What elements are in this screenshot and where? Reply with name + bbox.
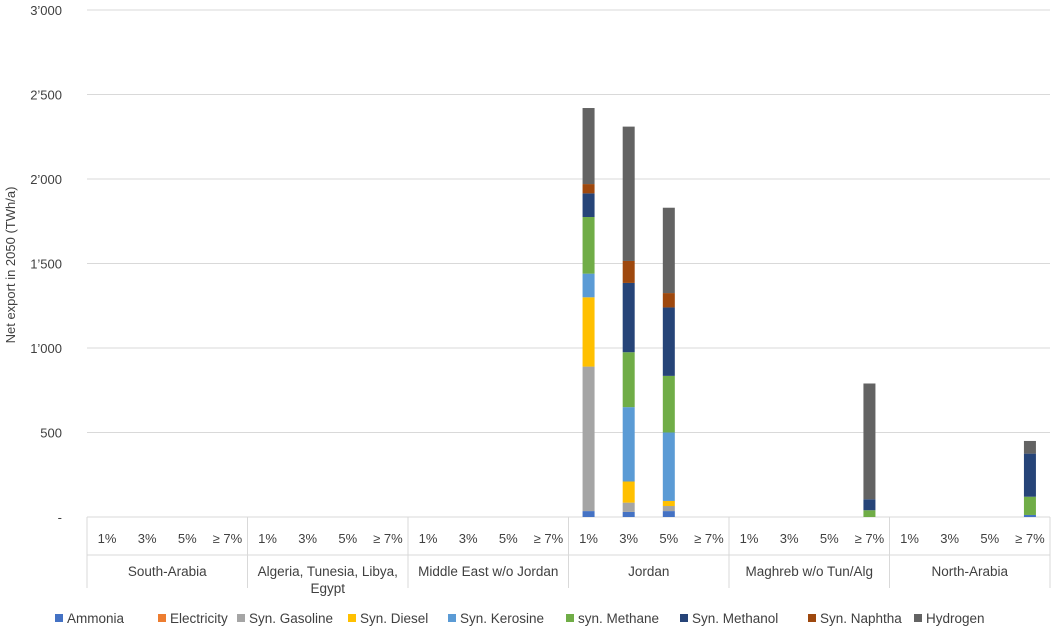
bar-segment-syn-methanol [863,499,876,511]
bar-segment-hydrogen [863,383,876,500]
bar-segment-syn-gasoline [662,506,675,512]
legend-swatch-syn-methane [566,614,574,622]
x-sub-tick-label: 3% [619,531,638,546]
legend-swatch-syn-naphtha [808,614,816,622]
x-sub-tick-label: ≥ 7% [534,531,564,546]
bar-segment-ammonia [582,511,595,517]
x-sub-tick-label: 1% [900,531,919,546]
bar-segment-syn-methanol [1023,453,1036,497]
y-tick-label: 1’000 [30,341,62,356]
y-tick-label: 1’500 [30,257,62,272]
x-group-label: Middle East w/o Jordan [418,564,558,579]
legend-swatch-hydrogen [914,614,922,622]
gridlines [87,9,1050,518]
bar-segment-ammonia [662,511,675,517]
bar-segment-syn-gasoline [622,502,635,512]
y-axis-label: Net export in 2050 (TWh/a) [3,187,18,344]
bar-segment-syn-naphtha [582,184,595,194]
legend-label-syn-kerosine: Syn. Kerosine [460,611,544,626]
y-tick-label: 3’000 [30,3,62,18]
legend-swatch-electricity [158,614,166,622]
bar-segment-hydrogen [622,126,635,261]
x-sub-tick-label: 3% [780,531,799,546]
y-tick-label: 2’000 [30,172,62,187]
bar-segment-syn-methane [582,217,595,274]
bar-segment-hydrogen [1023,440,1036,454]
x-sub-tick-label: ≥ 7% [373,531,403,546]
legend-label-syn-methane: syn. Methane [578,611,659,626]
x-group-label: Jordan [628,564,669,579]
x-sub-tick-label: 1% [740,531,759,546]
bar-segment-syn-methane [622,352,635,408]
x-sub-tick-label: 5% [499,531,518,546]
legend-label-syn-methanol: Syn. Methanol [692,611,778,626]
bar-segment-syn-diesel [622,481,635,503]
bar-segment-syn-methanol [662,307,675,376]
x-sub-tick-label: 1% [579,531,598,546]
legend-swatch-syn-methanol [680,614,688,622]
bar-segment-syn-kerosine [582,273,595,298]
bar-segment-syn-kerosine [662,432,675,501]
legend-swatch-ammonia [55,614,63,622]
x-sub-tick-label: ≥ 7% [213,531,243,546]
legend-swatch-syn-gasoline [237,614,245,622]
legend-label-syn-diesel: Syn. Diesel [360,611,428,626]
x-group-label: Egypt [310,581,345,596]
x-group-label: South-Arabia [128,564,207,579]
bar-segment-syn-methane [863,510,876,517]
bar-segment-syn-gasoline [582,366,595,512]
bar-segment-syn-diesel [582,297,595,367]
legend-label-syn-gasoline: Syn. Gasoline [249,611,333,626]
bar-segment-syn-methanol [582,193,595,218]
legend-swatch-syn-diesel [348,614,356,622]
x-sub-tick-label: 5% [820,531,839,546]
bars [582,108,1036,517]
bar-segment-syn-methane [1023,496,1036,515]
legend-swatch-syn-kerosine [448,614,456,622]
legend-label-electricity: Electricity [170,611,228,626]
x-sub-tick-label: 5% [178,531,197,546]
bar-segment-ammonia [622,511,635,517]
y-axis: - 500 1’000 1’500 2’000 2’500 3’000 [30,3,62,525]
legend-label-syn-naphtha: Syn. Naphtha [820,611,902,626]
y-tick-label: 500 [40,426,62,441]
x-sub-tick-label: ≥ 7% [1015,531,1045,546]
x-sub-tick-label: 1% [98,531,117,546]
bar-segment-syn-kerosine [622,407,635,482]
legend: Ammonia Electricity Syn. Gasoline Syn. Dies… [55,611,985,626]
bar-segment-syn-diesel [662,500,675,507]
x-sub-tick-label: 1% [419,531,438,546]
x-sub-tick-label: 3% [459,531,478,546]
bar-segment-syn-naphtha [622,260,635,283]
bar-segment-syn-naphtha [662,293,675,308]
bar-segment-syn-methanol [622,282,635,353]
x-sub-tick-label: 5% [338,531,357,546]
x-group-label: Maghreb w/o Tun/Alg [745,564,873,579]
x-sub-tick-label: 3% [138,531,157,546]
x-group-label: Algeria, Tunesia, Libya, [258,564,398,579]
x-sub-tick-label: ≥ 7% [694,531,724,546]
y-tick-label: - [58,510,62,525]
x-axis: 1% 3% 5% ≥ 7% South-Arabia 1% 3% 5% ≥ 7% Algeria,… [86,517,1051,596]
x-group-label: North-Arabia [931,564,1008,579]
x-sub-tick-label: ≥ 7% [855,531,885,546]
bar-segment-hydrogen [662,207,675,294]
x-sub-tick-label: 5% [659,531,678,546]
legend-label-ammonia: Ammonia [67,611,125,626]
x-sub-tick-label: 5% [980,531,999,546]
legend-label-hydrogen: Hydrogen [926,611,985,626]
y-tick-label: 2’500 [30,88,62,103]
bar-segment-syn-methane [662,375,675,433]
bar-segment-ammonia [1023,514,1036,517]
x-sub-tick-label: 3% [298,531,317,546]
x-sub-tick-label: 1% [258,531,277,546]
bar-segment-hydrogen [582,108,595,185]
x-sub-tick-label: 3% [940,531,959,546]
